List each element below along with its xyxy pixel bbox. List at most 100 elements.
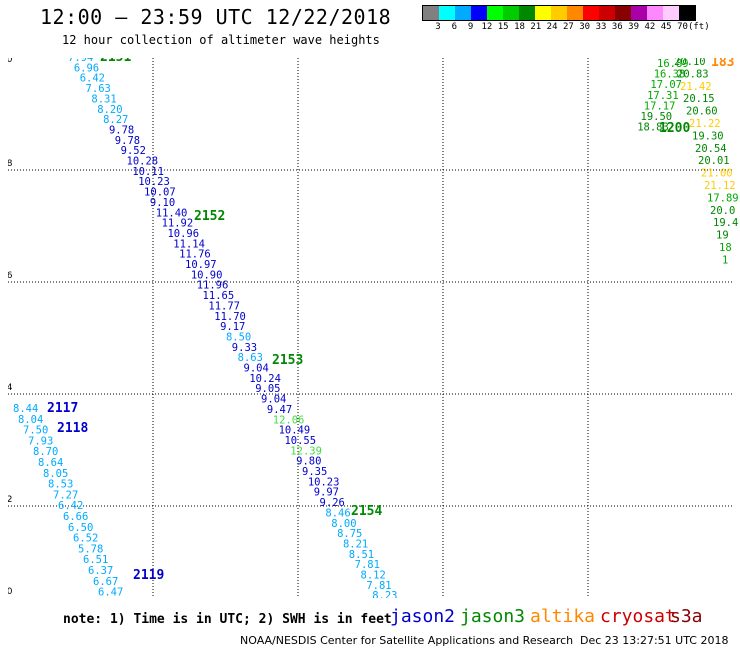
wave-height-value: 6.51	[83, 554, 108, 566]
wave-height-value: 10.49	[279, 425, 311, 437]
wave-height-value: 7.93	[28, 435, 53, 447]
wave-height-value: 9.10	[150, 197, 175, 209]
wave-height-value: 9.35	[302, 466, 327, 478]
satellite-label: jason3	[460, 606, 526, 627]
legend-swatch	[599, 6, 615, 20]
wave-height-value: 9.26	[320, 497, 345, 509]
wave-height-value: 8.12	[361, 570, 386, 582]
pass-label: 183	[711, 58, 734, 70]
wave-height-value: 11.70	[214, 311, 246, 323]
axis-labels: 403836343230150153156159162165	[8, 58, 13, 597]
wave-height-value: 19	[716, 230, 729, 242]
lat-tick-label: 38	[8, 159, 13, 169]
wave-height-color-legend: 3 6 9 12 15 18 21 24 27 30 33 36 39 42 45 70 (ft)	[422, 5, 710, 35]
wave-height-value: 8.27	[103, 114, 128, 126]
wave-height-value: 8.04	[18, 414, 43, 426]
wave-height-value: 19.50	[641, 111, 673, 123]
legend-label: 12	[481, 22, 493, 32]
legend-swatch	[679, 6, 695, 20]
wave-height-value: 8.53	[48, 479, 73, 491]
wave-height-value: 6.96	[74, 62, 99, 74]
wave-height-value: 1	[722, 254, 728, 266]
wave-height-value: 8.75	[337, 528, 362, 540]
legend-label: (ft)	[687, 22, 710, 32]
wave-height-value: 21.00	[701, 168, 733, 180]
wave-height-value: 7.63	[86, 83, 111, 95]
wave-height-value: 6.66	[63, 511, 88, 523]
legend-label: 36	[611, 22, 623, 32]
lat-tick-label: 34	[8, 383, 13, 393]
wave-height-value: 6.42	[103, 597, 128, 598]
wave-height-value: 11.40	[156, 207, 188, 219]
wave-height-value: 18.83	[637, 122, 669, 134]
legend-swatch	[423, 6, 439, 20]
wave-height-value: 9.17	[220, 321, 245, 333]
wave-height-value: 6.52	[73, 533, 98, 545]
legend-swatch	[471, 6, 487, 20]
wave-height-value: 6.47	[98, 587, 123, 598]
legend-label: 45	[660, 22, 672, 32]
wave-height-value: 9.05	[255, 383, 280, 395]
pass-label: 2119	[133, 568, 164, 583]
lat-lon-grid	[8, 58, 733, 596]
wave-height-value: 21.42	[680, 81, 712, 93]
wave-height-value: 16.38	[654, 69, 686, 81]
wave-height-value: 9.78	[109, 124, 134, 136]
wave-height-value: 6.42	[80, 73, 105, 85]
wave-height-value: 7.81	[366, 580, 391, 592]
wave-height-value: 20.54	[695, 143, 727, 155]
wave-height-value: 9.04	[261, 394, 286, 406]
legend-label: 33	[595, 22, 607, 32]
legend-swatch	[647, 6, 663, 20]
wave-height-value: 8.64	[38, 457, 63, 469]
legend-label: 3	[435, 22, 441, 32]
wave-height-value: 7.94	[68, 58, 93, 64]
units-note: note: 1) Time is in UTC; 2) SWH is in fe…	[63, 612, 392, 627]
pass-label: 2117	[47, 401, 78, 416]
wave-height-value: 20.01	[698, 155, 730, 167]
wave-height-value: 20.15	[683, 93, 715, 105]
legend-swatch	[551, 6, 567, 20]
wave-height-value: 8.70	[33, 446, 58, 458]
wave-height-value: 10.28	[127, 156, 159, 168]
wave-height-value: 11.76	[179, 249, 211, 261]
wave-height-value: 8.50	[226, 331, 251, 343]
lat-tick-label: 32	[8, 495, 12, 505]
wave-height-value: 10.24	[249, 373, 281, 385]
lat-tick-label: 36	[8, 271, 13, 281]
wave-height-value: 20.0	[710, 205, 735, 217]
pass-label: 2154	[351, 504, 382, 519]
wave-height-value: 18	[719, 242, 732, 254]
map-subtitle: 12 hour collection of altimeter wave hei…	[62, 33, 380, 47]
wave-height-value: 17.17	[644, 100, 676, 112]
satellite-label: altika	[530, 606, 596, 627]
wave-height-value: 11.77	[208, 300, 240, 312]
legend-label: 39	[628, 22, 640, 32]
legend-label: 70	[677, 22, 688, 32]
wave-height-value: 12.06	[273, 414, 305, 426]
legend-swatch	[519, 6, 535, 20]
wave-height-value: 10.96	[167, 228, 199, 240]
wave-height-value: 11.65	[203, 290, 235, 302]
satellite-label: s3a	[670, 606, 703, 627]
credit-text: NOAA/NESDIS Center for Satellite Applica…	[240, 634, 574, 647]
wave-height-value: 7.50	[23, 425, 48, 437]
wave-height-value: 10.90	[191, 269, 223, 281]
pass-label: 2152	[194, 209, 225, 224]
wave-height-value: 10.55	[284, 435, 316, 447]
wave-height-value: 16.89	[657, 58, 689, 70]
wave-height-value: 11.14	[173, 238, 205, 250]
wave-height-value: 20.10	[674, 58, 706, 68]
wave-height-value: 8.21	[343, 538, 368, 550]
wave-height-value: 8.51	[349, 549, 374, 561]
wave-height-value: 20.60	[686, 106, 718, 118]
legend-label: 6	[451, 22, 458, 32]
legend-swatch	[535, 6, 551, 20]
wave-height-value: 10.11	[132, 166, 164, 178]
pass-label: 2118	[57, 421, 88, 436]
wave-height-value: 11.92	[162, 218, 194, 230]
legend-label: 18	[514, 22, 525, 32]
lat-tick-label: 40	[8, 58, 13, 65]
wave-height-value: 10.07	[144, 187, 176, 199]
